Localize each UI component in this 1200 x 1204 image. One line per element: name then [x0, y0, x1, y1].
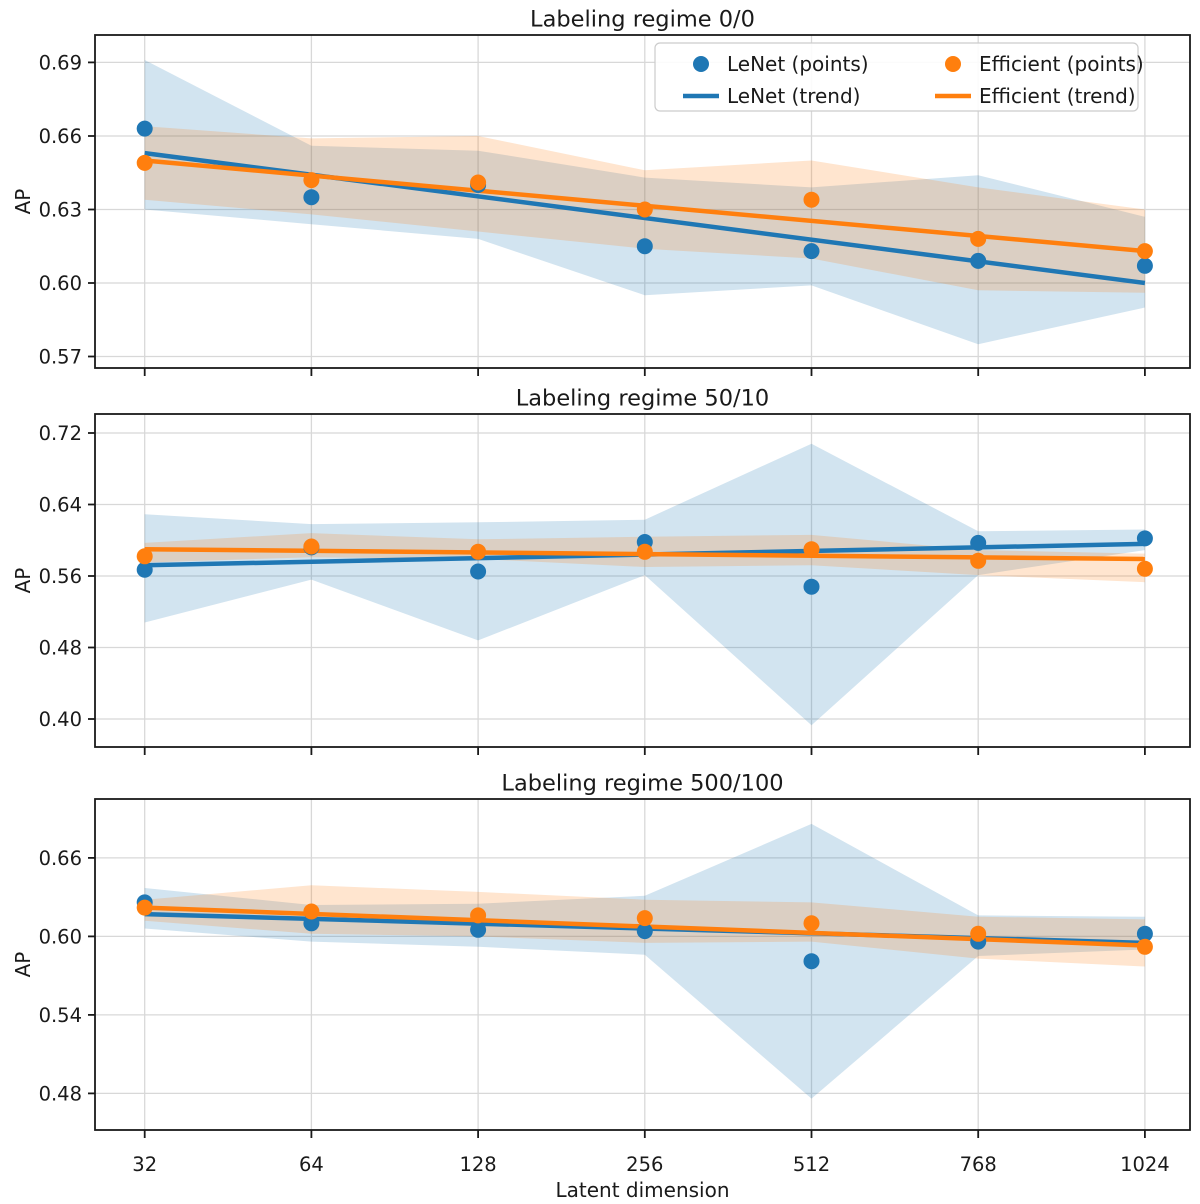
y-tick-label: 0.72 — [39, 422, 82, 445]
axes-spines — [94, 34, 1191, 369]
lenet-point — [303, 915, 320, 932]
lenet-point — [1136, 530, 1153, 547]
efficient-point — [970, 230, 987, 247]
legend-marker-efficient-points-icon — [945, 56, 961, 72]
legend-frame — [654, 42, 1139, 112]
efficient-point — [636, 543, 653, 560]
legend-label-efficient-trend: Efficient (trend) — [979, 84, 1136, 108]
lenet-point — [470, 563, 487, 580]
legend: LeNet (points) LeNet (trend) Efficient (… — [654, 42, 1144, 112]
panel-2: 0.48 0.54 0.60 0.66 32 64 128 256 512 768 1024 — [39, 798, 1191, 1176]
lenet-confidence-band — [144, 443, 1145, 726]
efficient-point — [1136, 938, 1153, 955]
x-tick-label: 32 — [132, 1153, 157, 1176]
legend-label-lenet-trend: LeNet (trend) — [727, 84, 860, 108]
y-tick-label: 0.57 — [39, 346, 82, 369]
y-tick-label: 0.69 — [39, 51, 82, 74]
efficient-point — [803, 191, 820, 208]
efficient-point — [303, 538, 320, 555]
efficient-point — [970, 925, 987, 942]
y-tick-label: 0.40 — [39, 708, 82, 731]
efficient-point — [1136, 560, 1153, 577]
x-axis-label: Latent dimension — [555, 1178, 729, 1200]
lenet-point — [1136, 257, 1153, 274]
x-tick-label: 64 — [299, 1153, 324, 1176]
efficient-point — [136, 548, 153, 565]
efficient-point — [803, 541, 820, 558]
lenet-point — [136, 561, 153, 578]
lenet-point — [636, 238, 653, 255]
lenet-point — [636, 923, 653, 940]
legend-label-efficient-points: Efficient (points) — [979, 52, 1144, 76]
x-tick-label: 512 — [793, 1153, 830, 1176]
legend-marker-lenet-points-icon — [693, 56, 709, 72]
panel-title-regime-500-100: Labeling regime 500/100 — [501, 771, 783, 797]
lenet-point — [136, 120, 153, 137]
panel-0: 0.57 0.60 0.63 0.66 0.69 — [39, 34, 1191, 376]
y-tick-label: 0.64 — [39, 494, 82, 517]
y-tick-label: 0.48 — [39, 637, 82, 660]
efficient-point — [470, 174, 487, 191]
lenet-confidence-band — [144, 823, 1145, 1099]
efficient-point — [636, 201, 653, 218]
efficient-point — [470, 907, 487, 924]
y-tick-label: 0.48 — [39, 1082, 82, 1105]
y-tick-label: 0.54 — [39, 1004, 82, 1027]
legend-label-lenet-points: LeNet (points) — [727, 52, 869, 76]
lenet-point — [470, 921, 487, 938]
lenet-point — [970, 534, 987, 551]
y-axis-label-panel-2: AP — [11, 952, 35, 978]
panels-layer: 0.57 0.60 0.63 0.66 0.69 0.40 0.48 0.56 0.64 0.72… — [39, 34, 1191, 1176]
efficient-point — [970, 552, 987, 569]
y-tick-label: 0.66 — [39, 847, 82, 870]
y-tick-label: 0.66 — [39, 125, 82, 148]
lenet-point — [803, 953, 820, 970]
axes-spines — [94, 798, 1191, 1131]
efficient-point — [136, 154, 153, 171]
efficient-point — [1136, 243, 1153, 260]
panel-title-regime-0-0: Labeling regime 0/0 — [530, 7, 755, 33]
efficient-point — [803, 915, 820, 932]
efficient-point — [136, 899, 153, 916]
efficient-point — [303, 903, 320, 920]
lenet-point — [303, 189, 320, 206]
x-tick-label: 256 — [626, 1153, 663, 1176]
x-tick-label: 128 — [459, 1153, 496, 1176]
y-tick-label: 0.63 — [39, 199, 82, 222]
efficient-point — [636, 910, 653, 927]
y-tick-label: 0.60 — [39, 272, 82, 295]
x-tick-label: 1024 — [1120, 1153, 1170, 1176]
lenet-point — [803, 578, 820, 595]
panel-title-regime-50-10: Labeling regime 50/10 — [516, 386, 770, 412]
lenet-point — [803, 243, 820, 260]
lenet-point — [1136, 925, 1153, 942]
axes-spines — [94, 413, 1191, 748]
lenet-point — [970, 252, 987, 269]
x-tick-label: 768 — [960, 1153, 997, 1176]
y-tick-label: 0.56 — [39, 565, 82, 588]
y-axis-label-panel-1: AP — [11, 568, 35, 594]
y-tick-label: 0.60 — [39, 925, 82, 948]
y-axis-label-panel-0: AP — [11, 189, 35, 215]
panel-1: 0.40 0.48 0.56 0.64 0.72 — [39, 413, 1191, 755]
efficient-point — [470, 543, 487, 560]
efficient-point — [303, 172, 320, 189]
